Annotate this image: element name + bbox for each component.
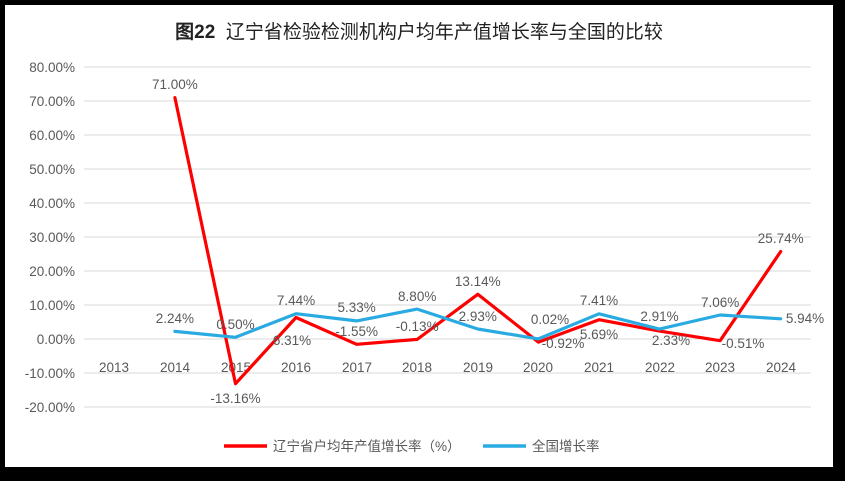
svg-text:2.33%: 2.33% — [652, 333, 690, 348]
svg-text:2024: 2024 — [766, 360, 797, 375]
svg-text:5.94%: 5.94% — [786, 311, 824, 326]
svg-text:-0.92%: -0.92% — [542, 336, 585, 351]
svg-text:2021: 2021 — [584, 360, 614, 375]
svg-text:2018: 2018 — [402, 360, 432, 375]
svg-text:-1.55%: -1.55% — [335, 324, 378, 339]
svg-text:-0.13%: -0.13% — [396, 319, 439, 334]
svg-text:-13.16%: -13.16% — [210, 391, 260, 406]
svg-text:0.02%: 0.02% — [531, 312, 569, 327]
svg-text:2014: 2014 — [160, 360, 191, 375]
svg-text:8.80%: 8.80% — [398, 289, 436, 304]
svg-text:25.74%: 25.74% — [758, 231, 804, 246]
svg-text:5.33%: 5.33% — [337, 300, 375, 315]
svg-text:2.24%: 2.24% — [156, 311, 194, 326]
svg-text:60.00%: 60.00% — [29, 128, 75, 143]
svg-text:2020: 2020 — [523, 360, 553, 375]
svg-text:13.14%: 13.14% — [455, 274, 501, 289]
svg-text:40.00%: 40.00% — [29, 196, 75, 211]
svg-text:6.31%: 6.31% — [273, 333, 311, 348]
svg-text:辽宁省户均年产值增长率（%）: 辽宁省户均年产值增长率（%） — [273, 438, 461, 454]
svg-text:全国增长率: 全国增长率 — [532, 438, 600, 454]
svg-text:80.00%: 80.00% — [29, 60, 75, 75]
svg-text:7.44%: 7.44% — [277, 293, 315, 308]
svg-text:2023: 2023 — [705, 360, 735, 375]
svg-text:2022: 2022 — [645, 360, 675, 375]
svg-text:71.00%: 71.00% — [152, 77, 198, 92]
svg-text:2013: 2013 — [99, 360, 129, 375]
svg-text:7.41%: 7.41% — [580, 293, 618, 308]
svg-text:-10.00%: -10.00% — [25, 366, 75, 381]
svg-text:0.00%: 0.00% — [37, 332, 75, 347]
svg-text:70.00%: 70.00% — [29, 94, 75, 109]
svg-text:7.06%: 7.06% — [701, 295, 739, 310]
svg-text:5.69%: 5.69% — [580, 327, 618, 342]
svg-text:2016: 2016 — [281, 360, 311, 375]
svg-text:-0.51%: -0.51% — [722, 336, 765, 351]
svg-text:30.00%: 30.00% — [29, 230, 75, 245]
svg-text:2019: 2019 — [463, 360, 493, 375]
svg-text:50.00%: 50.00% — [29, 162, 75, 177]
svg-text:2.93%: 2.93% — [459, 309, 497, 324]
svg-text:2017: 2017 — [342, 360, 372, 375]
svg-text:2.91%: 2.91% — [640, 309, 678, 324]
svg-text:10.00%: 10.00% — [29, 298, 75, 313]
svg-text:-20.00%: -20.00% — [25, 400, 75, 415]
svg-text:0.50%: 0.50% — [216, 317, 254, 332]
svg-text:20.00%: 20.00% — [29, 264, 75, 279]
